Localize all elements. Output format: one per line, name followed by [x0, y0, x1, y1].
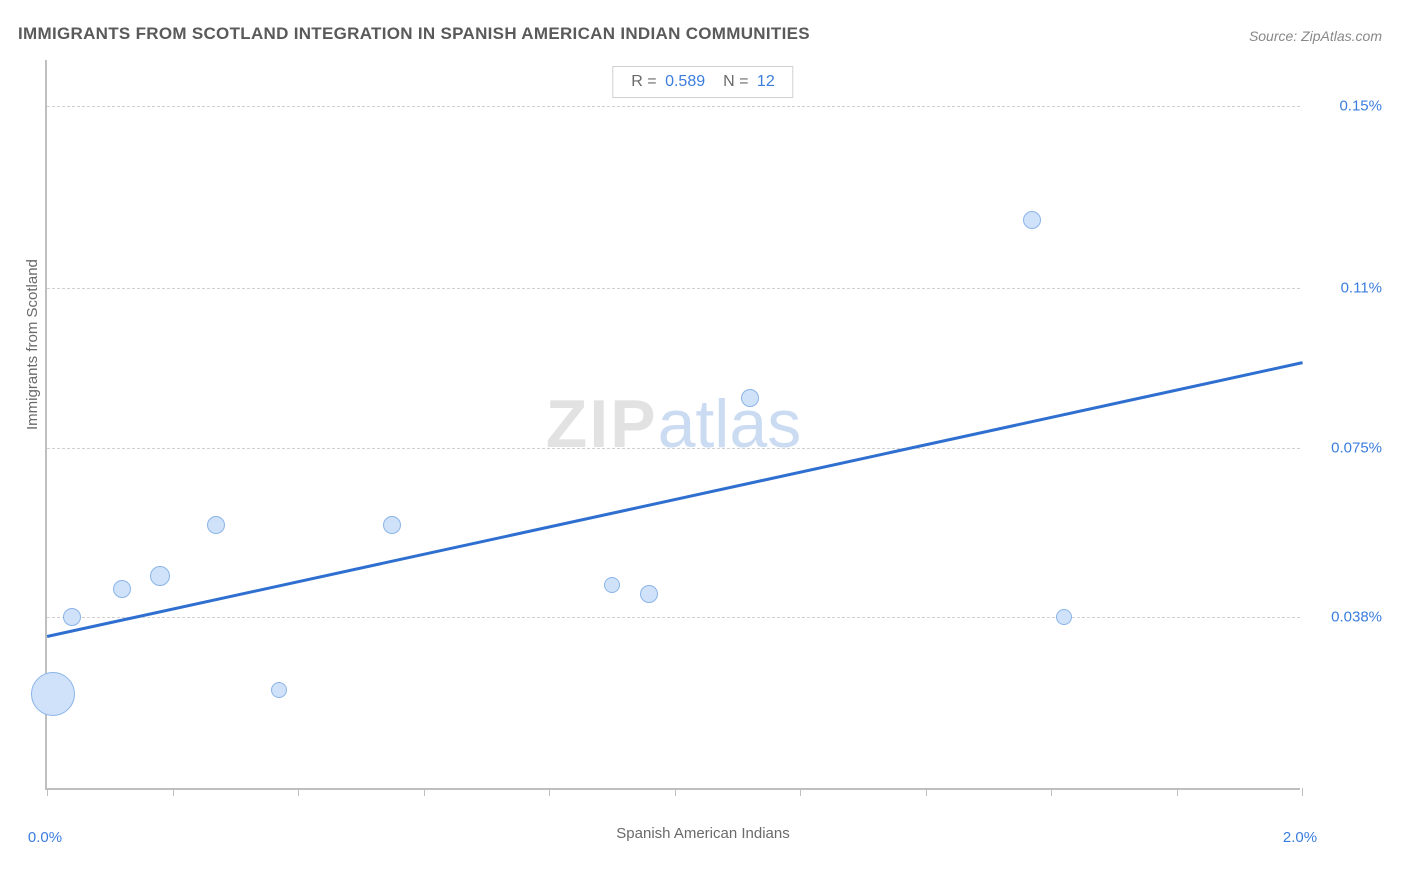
chart-container: IMMIGRANTS FROM SCOTLAND INTEGRATION IN … [0, 0, 1406, 892]
x-tick [47, 788, 48, 796]
n-label: N = [723, 73, 748, 90]
y-tick-label: 0.15% [1339, 97, 1382, 114]
y-tick-label: 0.11% [1341, 280, 1382, 297]
data-point [1023, 211, 1041, 229]
n-stat: N = 12 [723, 73, 775, 91]
data-point [63, 608, 81, 626]
y-axis-label: Immigrants from Scotland [24, 259, 41, 430]
gridline [47, 448, 1300, 449]
data-point [741, 389, 759, 407]
data-point [207, 516, 225, 534]
gridline [47, 288, 1300, 289]
x-axis-label: Spanish American Indians [616, 825, 789, 842]
x-tick [424, 788, 425, 796]
data-point [150, 566, 170, 586]
trendline [47, 361, 1303, 637]
y-tick-label: 0.038% [1331, 608, 1382, 625]
chart-title: IMMIGRANTS FROM SCOTLAND INTEGRATION IN … [18, 24, 810, 44]
r-value: 0.589 [665, 73, 705, 90]
data-point [271, 682, 287, 698]
x-tick [173, 788, 174, 796]
x-tick [675, 788, 676, 796]
x-tick-label-max: 2.0% [1283, 829, 1317, 846]
data-point [1056, 609, 1072, 625]
x-tick-label-min: 0.0% [28, 829, 62, 846]
gridline [47, 617, 1300, 618]
x-tick [926, 788, 927, 796]
r-label: R = [631, 73, 656, 90]
source-attribution: Source: ZipAtlas.com [1249, 28, 1382, 44]
data-point [640, 585, 658, 603]
watermark: ZIPatlas [546, 385, 801, 463]
data-point [604, 577, 620, 593]
x-tick [549, 788, 550, 796]
x-tick [1302, 788, 1303, 796]
n-value: 12 [757, 73, 775, 90]
data-point [31, 672, 75, 716]
watermark-zip: ZIP [546, 386, 658, 462]
y-tick-label: 0.075% [1331, 439, 1382, 456]
r-stat: R = 0.589 [631, 73, 705, 91]
stats-legend: R = 0.589 N = 12 [612, 66, 793, 98]
gridline [47, 106, 1300, 107]
plot-area: ZIPatlas [45, 60, 1300, 790]
x-tick [298, 788, 299, 796]
watermark-atlas: atlas [658, 386, 802, 462]
data-point [383, 516, 401, 534]
x-tick [1177, 788, 1178, 796]
data-point [113, 580, 131, 598]
x-tick [1051, 788, 1052, 796]
x-tick [800, 788, 801, 796]
